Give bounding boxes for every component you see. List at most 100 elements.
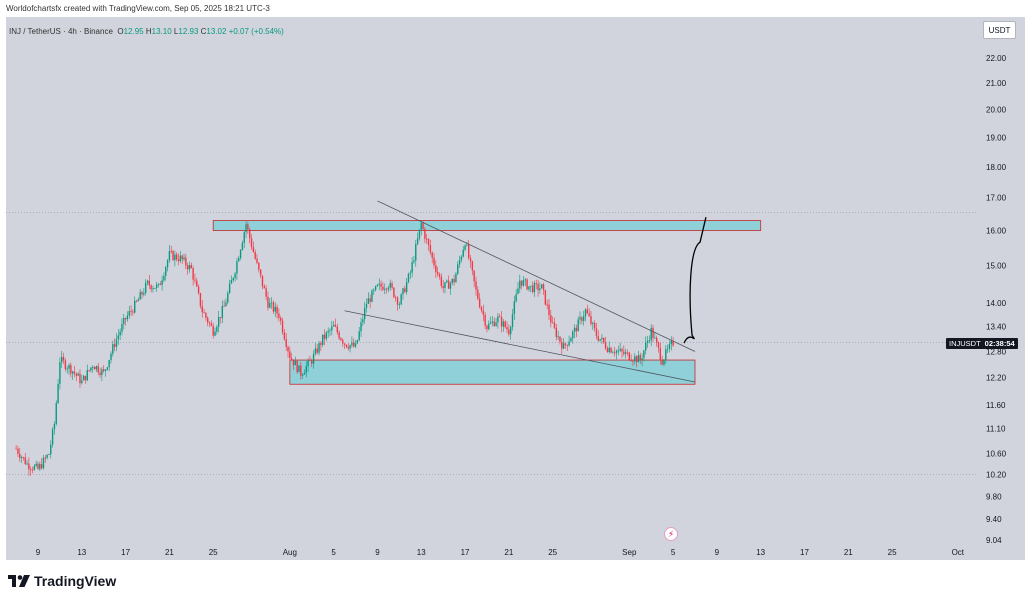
candle-body xyxy=(289,351,291,359)
candle-body xyxy=(17,448,19,454)
candle-body xyxy=(70,364,72,374)
candle-body xyxy=(115,339,118,347)
candle-body xyxy=(562,343,565,349)
candle-body xyxy=(311,360,313,364)
candle-body xyxy=(33,465,36,470)
x-tick-label: 21 xyxy=(165,548,174,557)
candle-body xyxy=(542,284,545,290)
candle-body xyxy=(329,330,331,331)
candle-body xyxy=(181,255,183,260)
candle-body xyxy=(205,312,207,318)
candle-body xyxy=(367,298,370,304)
candle-body xyxy=(342,340,344,344)
candle-body xyxy=(254,252,256,259)
candle-body xyxy=(227,293,229,303)
candle-body xyxy=(405,282,408,293)
candle-body xyxy=(123,317,125,325)
candle-body xyxy=(66,368,68,370)
candle-body xyxy=(327,330,329,333)
chart-area[interactable]: 22.00 21.00 20.00 19.00 18.00 17.00 16.00 15.00… xyxy=(6,17,1025,560)
candle-body xyxy=(376,284,379,287)
candle-body xyxy=(134,300,136,313)
y-tick-label: 10.60 xyxy=(986,450,1007,459)
flash-icon[interactable]: ⚡ xyxy=(664,527,678,541)
candle-body xyxy=(75,373,78,376)
candle-body xyxy=(196,280,198,287)
candle-body xyxy=(362,319,364,323)
open-label: O xyxy=(117,27,124,36)
candle-body xyxy=(345,344,348,347)
candle-body xyxy=(592,322,594,324)
candle-body xyxy=(331,326,333,331)
candle-body xyxy=(422,223,424,229)
candle-body xyxy=(48,454,50,456)
candle-body xyxy=(668,344,671,349)
currency-button[interactable]: USDT xyxy=(983,21,1016,39)
candle-body xyxy=(468,244,470,258)
candle-body xyxy=(630,359,632,361)
candle-body xyxy=(665,349,667,360)
candle-body xyxy=(338,332,340,339)
candle-body xyxy=(88,369,90,371)
candle-body xyxy=(22,457,25,459)
price-chart[interactable]: 22.00 21.00 20.00 19.00 18.00 17.00 16.00 15.00… xyxy=(6,17,1025,560)
candle-body xyxy=(572,331,574,339)
candle-body xyxy=(301,374,304,376)
high-label: H xyxy=(145,27,152,36)
candle-body xyxy=(30,469,32,471)
candle-body xyxy=(502,321,505,327)
candle-body xyxy=(354,343,357,347)
candle-body xyxy=(509,327,512,335)
symbol-title[interactable]: INJ / TetherUS · 4h · Binance xyxy=(9,27,113,36)
candle-body xyxy=(599,339,601,341)
candle-body xyxy=(489,322,492,324)
candle-body xyxy=(86,369,88,381)
candle-body xyxy=(174,254,176,261)
candle-body xyxy=(374,286,377,290)
candle-body xyxy=(551,322,554,324)
candle-body xyxy=(225,302,227,307)
candle-body xyxy=(322,334,324,345)
candle-body xyxy=(103,369,105,371)
candle-body xyxy=(615,350,618,354)
candle-body xyxy=(395,297,397,298)
candle-body xyxy=(484,314,486,326)
candle-body xyxy=(453,278,455,283)
candle-body xyxy=(577,319,579,332)
candle-body xyxy=(654,337,656,339)
candle-body xyxy=(232,277,234,280)
candle-body xyxy=(185,257,187,266)
candle-body xyxy=(426,238,428,240)
y-tick-label: 11.10 xyxy=(986,425,1006,434)
candle-body xyxy=(119,331,121,336)
candle-body xyxy=(380,283,382,287)
candle-body xyxy=(506,327,508,330)
candle-body xyxy=(402,288,404,295)
candle-body xyxy=(334,324,337,327)
candle-body xyxy=(305,365,307,373)
candle-body xyxy=(318,343,320,353)
x-tick-label: 9 xyxy=(375,548,380,557)
candle-body xyxy=(340,338,342,341)
candle-body xyxy=(272,302,275,312)
candle-body xyxy=(64,360,67,370)
candle-body xyxy=(655,337,658,343)
candle-body xyxy=(124,317,127,320)
candle-body xyxy=(533,283,536,293)
candle-body xyxy=(595,328,598,337)
candle-body xyxy=(457,264,459,274)
candle-body xyxy=(207,317,209,323)
tradingview-logo[interactable]: TradingView xyxy=(8,573,116,589)
candle-body xyxy=(391,283,393,288)
candle-body xyxy=(508,329,510,335)
candle-body xyxy=(19,453,21,458)
descending-resistance-trendline xyxy=(377,200,696,352)
tradingview-logo-icon xyxy=(8,575,30,587)
x-tick-label: 5 xyxy=(671,548,676,557)
candle-body xyxy=(252,247,255,253)
candle-body xyxy=(20,457,23,459)
candle-body xyxy=(212,325,214,336)
candle-body xyxy=(263,286,265,289)
candle-body xyxy=(309,360,311,361)
candle-body xyxy=(230,279,233,284)
